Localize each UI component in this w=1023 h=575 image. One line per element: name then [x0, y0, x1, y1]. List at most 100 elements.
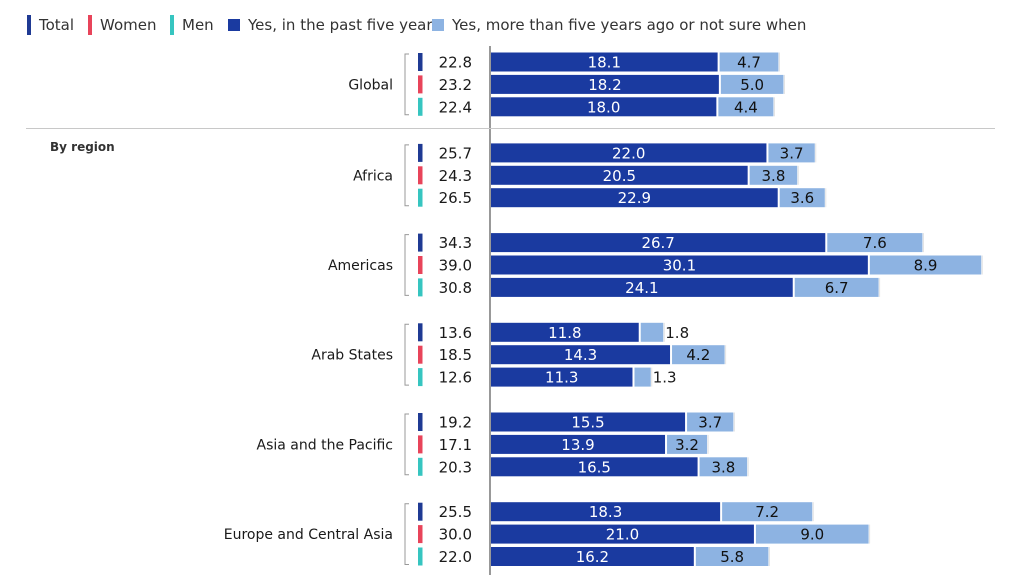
- bar-past5: [491, 524, 754, 544]
- bar-past5: [491, 255, 868, 275]
- group-label-1: Africa: [353, 168, 393, 184]
- group-label-5: Europe and Central Asia: [224, 527, 393, 543]
- bar-past5-label: 30.1: [663, 257, 696, 275]
- bar-past5: [491, 547, 694, 566]
- sum-label: 22.4: [439, 98, 472, 116]
- group-label-2: Americas: [328, 258, 393, 274]
- bar-older-label: 6.7: [825, 279, 849, 297]
- bar-older: [720, 74, 784, 94]
- bar-older-label: 4.2: [686, 346, 710, 364]
- legend-men-label: Men: [182, 16, 214, 34]
- bar-past5-label: 11.3: [545, 369, 578, 387]
- bar-older-label: 3.7: [780, 144, 804, 162]
- sex-indicator-men: [418, 547, 423, 566]
- group-bracket-0: [404, 53, 409, 116]
- sum-label: 30.8: [439, 279, 472, 297]
- sex-indicator-total: [418, 53, 423, 71]
- legend-total: Total: [27, 14, 74, 36]
- bar-past5: [491, 233, 826, 253]
- bar-older-label: 1.8: [665, 324, 689, 342]
- bar-past5: [491, 143, 767, 163]
- bar-older-label: 3.7: [698, 414, 722, 432]
- group-label-4: Asia and the Pacific: [257, 437, 394, 453]
- sum-label: 25.5: [439, 503, 472, 521]
- bar-older: [634, 367, 651, 387]
- sex-indicator-women: [418, 345, 423, 364]
- bar-older: [779, 188, 825, 208]
- bar-past5: [491, 74, 719, 94]
- bar-older-label: 1.3: [653, 369, 677, 387]
- bar-past5-label: 20.5: [603, 167, 636, 185]
- sum-label: 12.6: [439, 369, 472, 387]
- legend: Total Women Men Yes, in the past five ye…: [0, 0, 1023, 50]
- bar-older: [749, 165, 798, 185]
- sex-indicator-total: [418, 413, 423, 431]
- bar-older-label: 3.6: [790, 189, 814, 207]
- bar-older-label: 3.8: [762, 167, 786, 185]
- bar-older: [755, 524, 869, 544]
- bar-past5-label: 16.5: [578, 458, 611, 476]
- bar-past5-label: 26.7: [641, 234, 674, 252]
- sum-label: 26.5: [439, 189, 472, 207]
- bar-older-label: 5.0: [740, 76, 764, 94]
- bar-past5-label: 22.0: [612, 144, 645, 162]
- bar-past5: [491, 457, 698, 477]
- bar-older: [869, 255, 982, 275]
- bar-past5-label: 18.1: [588, 54, 621, 72]
- legend-men-swatch: [170, 15, 174, 35]
- bar-past5-label: 14.3: [564, 346, 597, 364]
- bar-older-label: 4.7: [737, 54, 761, 72]
- sex-indicator-total: [418, 502, 423, 521]
- legend-women: Women: [88, 14, 156, 36]
- bar-past5: [491, 502, 721, 522]
- legend-men: Men: [170, 14, 214, 36]
- sex-indicator-men: [418, 278, 423, 297]
- bar-past5: [491, 277, 793, 297]
- bar-older: [722, 502, 813, 522]
- sex-indicator-men: [418, 457, 423, 476]
- bar-older-label: 5.8: [720, 548, 744, 566]
- sex-indicator-women: [418, 75, 423, 94]
- sum-label: 22.0: [439, 548, 472, 566]
- sex-indicator-women: [418, 525, 423, 544]
- bar-older-label: 3.8: [711, 458, 735, 476]
- bar-past5: [491, 412, 686, 432]
- legend-past5: Yes, in the past five years: [228, 14, 440, 36]
- bar-older-label: 8.9: [914, 257, 938, 275]
- group-bracket-1: [404, 144, 409, 207]
- bar-past5: [491, 165, 748, 185]
- bar-past5: [491, 52, 718, 72]
- group-label-0: Global: [348, 77, 393, 93]
- legend-past5-swatch: [228, 19, 240, 31]
- group-bracket-4: [404, 413, 409, 476]
- legend-past5-label: Yes, in the past five years: [248, 16, 441, 34]
- group-bracket-3: [404, 323, 409, 386]
- bar-past5-label: 13.9: [561, 436, 594, 454]
- sex-indicator-men: [418, 188, 423, 207]
- bar-past5-label: 18.0: [587, 98, 620, 116]
- bar-older: [695, 547, 769, 566]
- sex-indicator-women: [418, 166, 423, 185]
- bar-older: [640, 322, 664, 342]
- bar-older-label: 7.2: [755, 503, 779, 521]
- bar-past5-label: 21.0: [606, 526, 639, 544]
- bar-older-label: 9.0: [800, 526, 824, 544]
- bar-past5: [491, 367, 633, 387]
- legend-women-label: Women: [100, 16, 157, 34]
- bar-older-label: 4.4: [734, 98, 758, 116]
- sum-label: 25.7: [439, 144, 472, 162]
- bar-past5-label: 15.5: [571, 414, 604, 432]
- bar-past5-label: 11.8: [548, 324, 581, 342]
- sum-label: 17.1: [439, 436, 472, 454]
- sex-indicator-total: [418, 323, 423, 342]
- bar-past5-label: 18.2: [588, 76, 621, 94]
- sex-indicator-women: [418, 435, 423, 454]
- bar-past5: [491, 97, 717, 117]
- group-bracket-5: [404, 503, 409, 565]
- sex-indicator-total: [418, 143, 423, 162]
- bar-past5: [491, 345, 671, 365]
- bar-older: [667, 434, 708, 454]
- bar-past5-label: 16.2: [576, 548, 609, 566]
- bar-past5-label: 24.1: [625, 279, 658, 297]
